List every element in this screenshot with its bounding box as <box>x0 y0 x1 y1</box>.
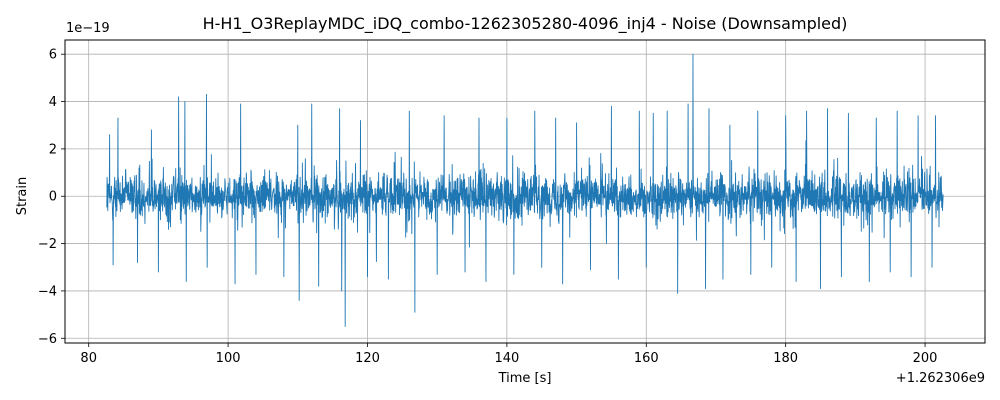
y-tick-label: −2 <box>38 237 57 252</box>
x-axis-ticks: 80 100 120 140 160 180 200 <box>80 343 937 366</box>
y-axis-label: Strain <box>15 177 30 216</box>
x-tick-label: 180 <box>773 351 798 366</box>
y-tick-label: 0 <box>49 190 57 205</box>
x-tick-label: 120 <box>355 351 380 366</box>
y-tick-label: 4 <box>49 95 57 110</box>
y-axis-ticks: −6 −4 −2 0 2 4 6 <box>38 48 65 347</box>
y-tick-label: 6 <box>49 48 57 63</box>
y-tick-label: −6 <box>38 332 57 347</box>
y-axis-scale-label: 1e−19 <box>66 21 110 36</box>
x-tick-label: 200 <box>913 351 938 366</box>
y-tick-label: −4 <box>38 284 57 299</box>
x-axis-offset-label: +1.262306e9 <box>896 371 985 386</box>
x-tick-label: 140 <box>494 351 519 366</box>
axes-frame <box>64 39 986 344</box>
x-tick-label: 100 <box>216 351 241 366</box>
plot-area <box>106 53 944 327</box>
y-tick-label: 2 <box>49 142 57 157</box>
x-tick-label: 80 <box>80 351 97 366</box>
x-axis-label: Time [s] <box>498 371 552 386</box>
strain-series-line <box>106 53 944 327</box>
chart-title: H-H1_O3ReplayMDC_iDQ_combo-1262305280-40… <box>203 14 848 34</box>
x-tick-label: 160 <box>634 351 659 366</box>
